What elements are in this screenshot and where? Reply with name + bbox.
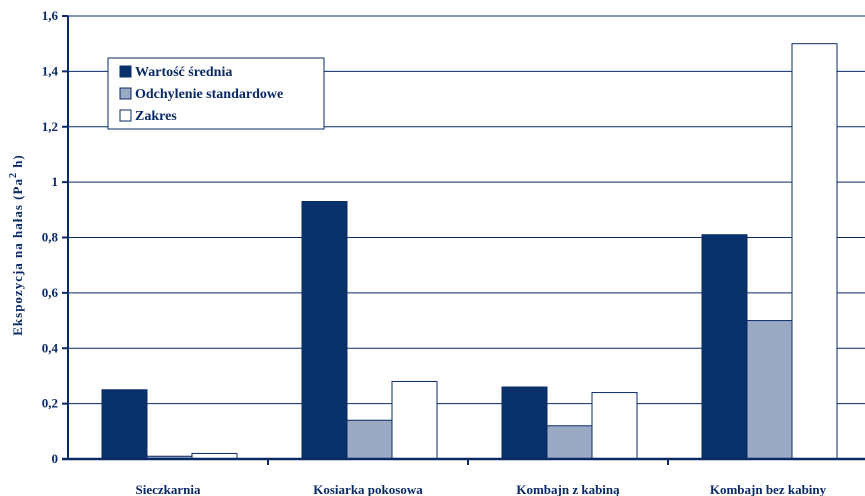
bar-mean xyxy=(101,389,148,460)
bar-mean xyxy=(701,234,748,460)
bar-range xyxy=(791,43,838,460)
axes xyxy=(62,15,865,465)
y-tick-label: 1,2 xyxy=(42,119,58,134)
x-category-label: Kosiarka pokosowa xyxy=(313,482,423,496)
y-tick-label: 0,8 xyxy=(42,230,59,245)
x-category-labels: Sieczkarnia Kosiarka pokosowa Kombajn z ka… xyxy=(136,482,827,496)
legend: Wartość średnia Odchylenie standardowe Zak… xyxy=(107,57,325,130)
y-tick-label: 1 xyxy=(52,174,59,189)
bar-std xyxy=(346,419,393,460)
y-axis-label-sup: 2 xyxy=(8,172,19,178)
legend-box xyxy=(107,57,325,130)
y-tick-label: 0,4 xyxy=(42,340,59,355)
legend-label: Wartość średnia xyxy=(135,65,232,80)
bar-range xyxy=(391,380,438,460)
legend-label: Odchylenie standardowe xyxy=(135,87,283,102)
y-axis-label-tail: h) xyxy=(10,154,25,172)
legend-swatch xyxy=(119,87,132,100)
legend-swatch xyxy=(119,65,132,78)
x-category-label: Kombajn z kabiną xyxy=(516,482,620,496)
x-category-label: Kombajn bez kabiny xyxy=(710,482,827,496)
x-category-label: Sieczkarnia xyxy=(136,482,201,496)
y-tick-labels: 0 0,2 0,4 0,6 0,8 1 1,2 1,4 1,6 xyxy=(42,8,59,466)
y-tick-label: 0,2 xyxy=(42,396,58,411)
bar-mean xyxy=(301,201,348,460)
bar-range xyxy=(591,392,638,460)
bar-std xyxy=(546,425,593,460)
y-tick-label: 1,4 xyxy=(42,63,59,78)
bars xyxy=(101,43,838,460)
y-tick-label: 1,6 xyxy=(42,8,59,23)
y-tick-label: 0,6 xyxy=(42,285,59,300)
bar-std xyxy=(746,320,793,460)
legend-swatch xyxy=(119,109,132,122)
legend-label: Zakres xyxy=(135,109,177,124)
y-tick-label: 0 xyxy=(52,451,59,466)
bar-mean xyxy=(501,386,548,460)
y-axis-label: Ekspozycja na hałas (Pa2 h) xyxy=(8,154,25,336)
y-axis-label-main: Ekspozycja na hałas (Pa xyxy=(10,178,25,336)
